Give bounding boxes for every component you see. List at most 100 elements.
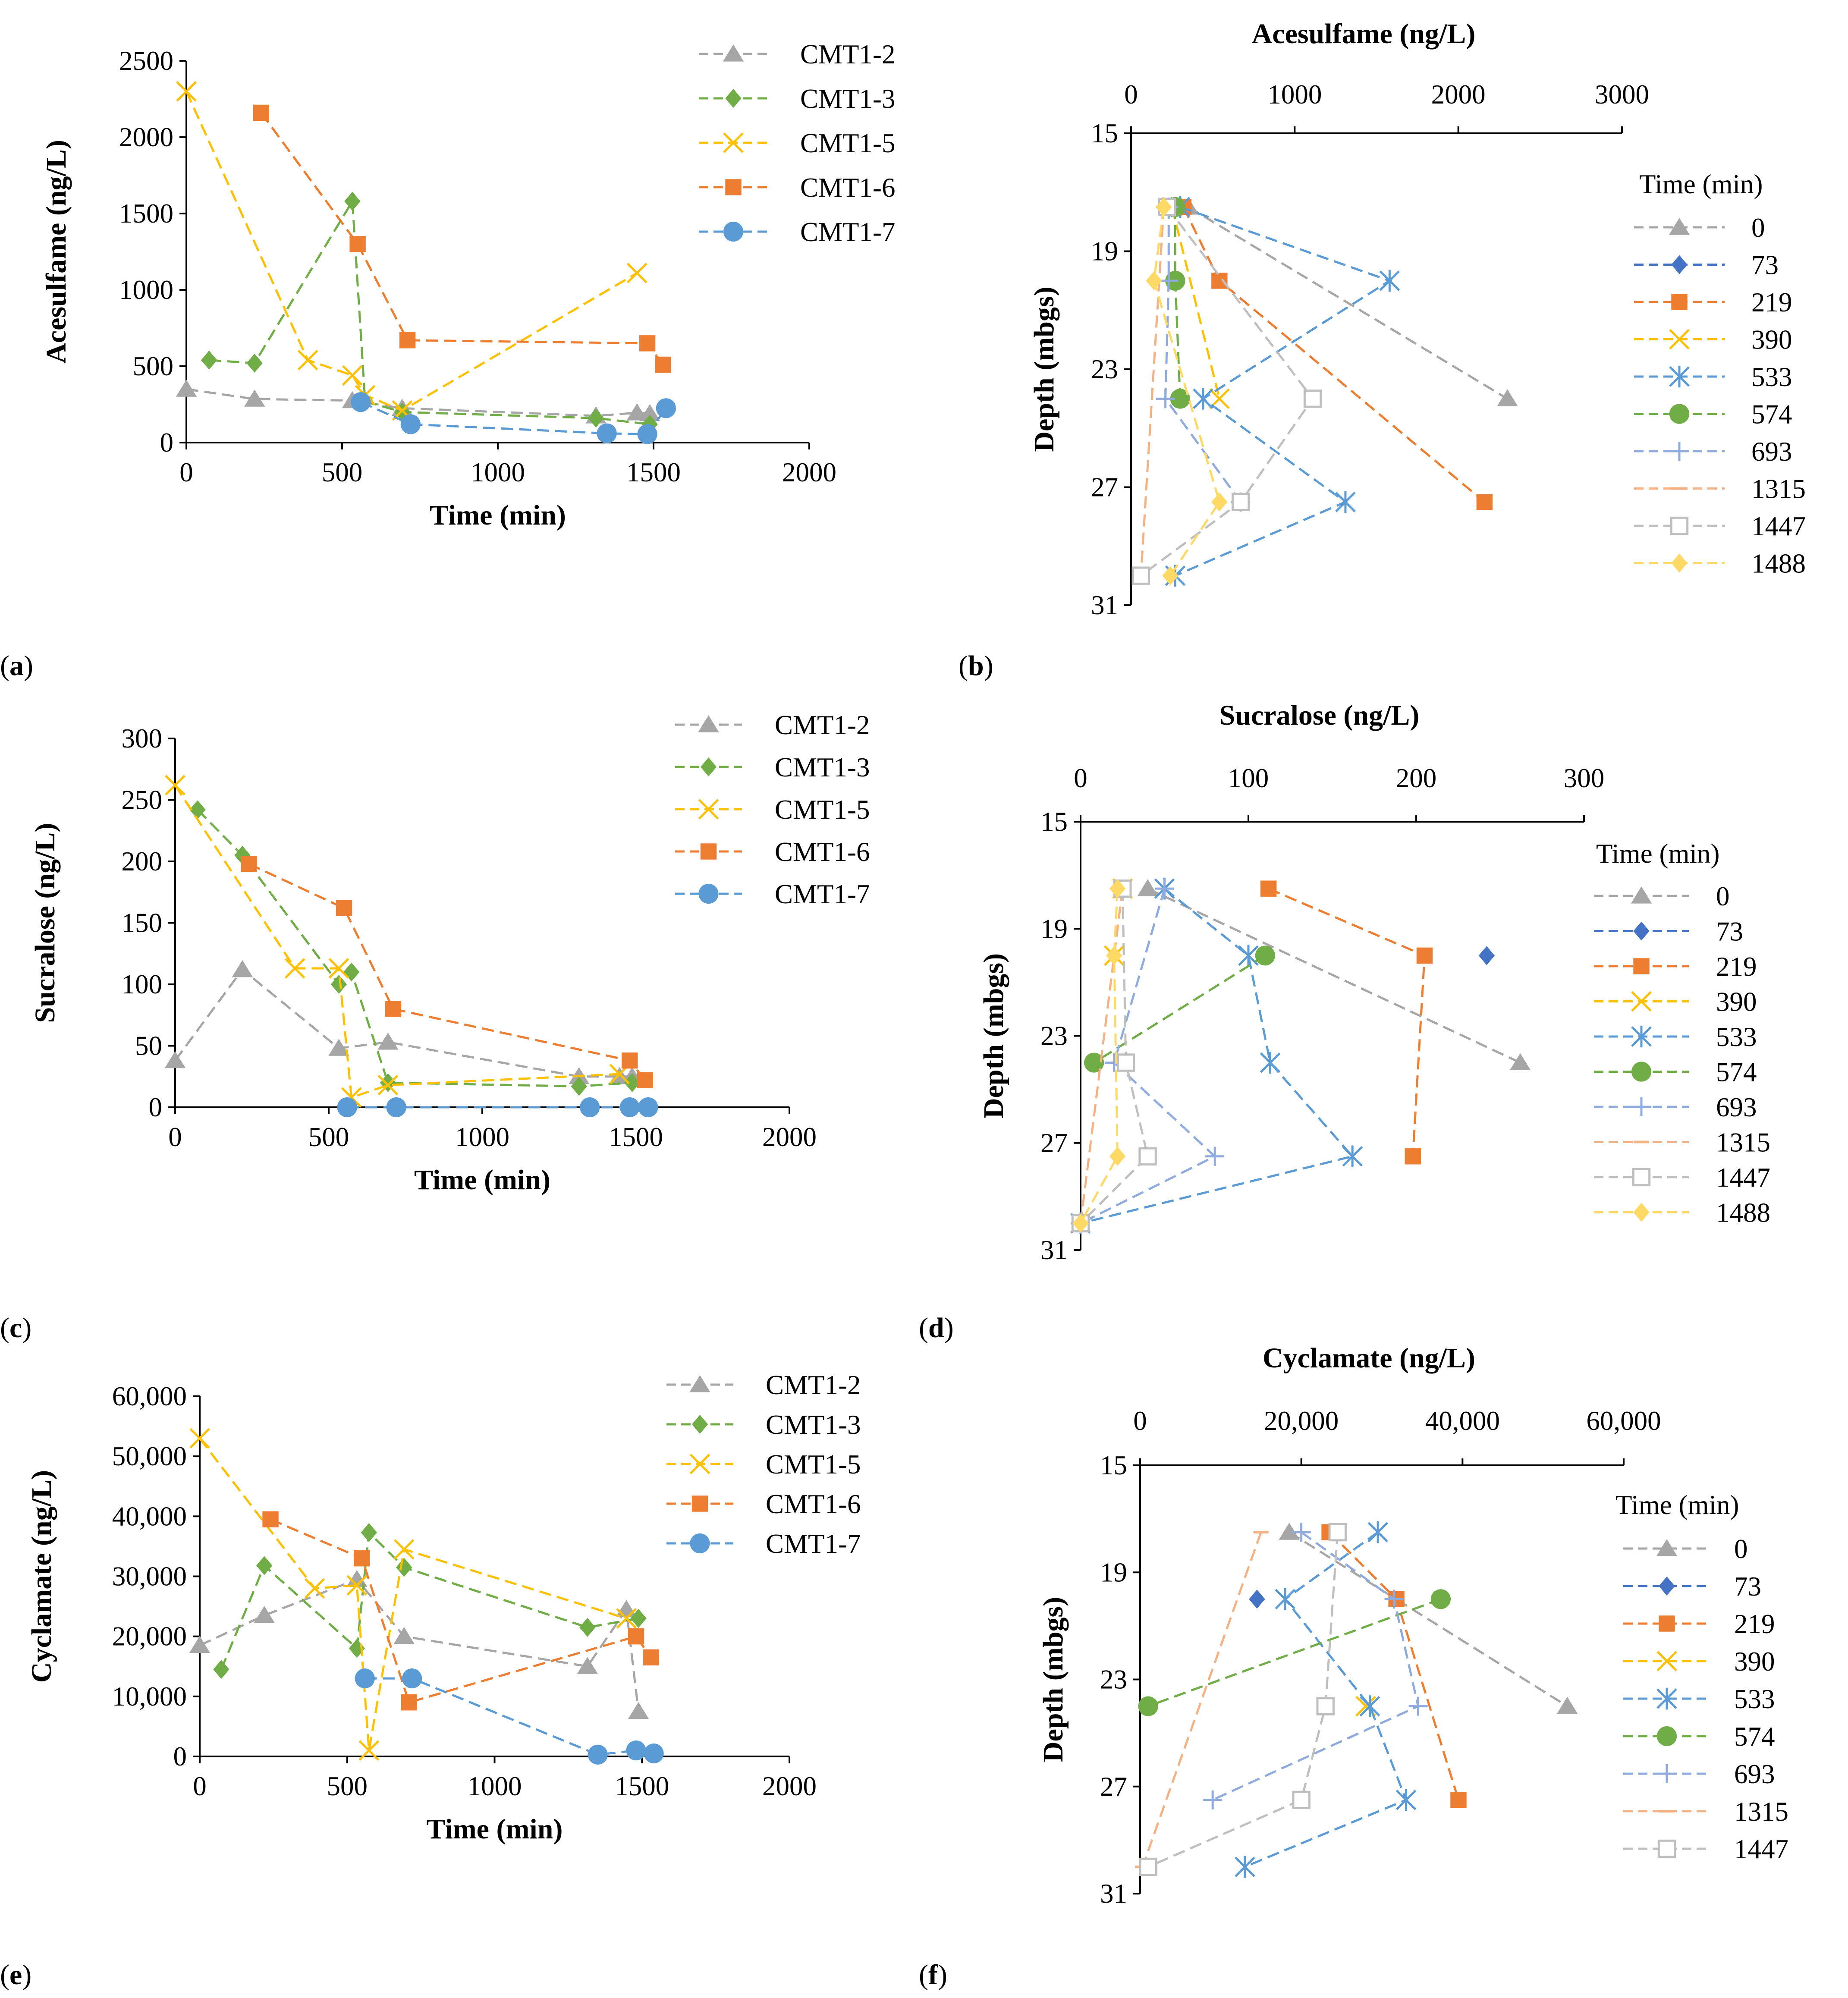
panel-label: (f) <box>919 1959 947 1991</box>
data-point <box>304 1578 325 1599</box>
y-tick-label: 23 <box>1040 1021 1068 1051</box>
data-point <box>1342 1145 1363 1168</box>
data-point <box>1476 493 1493 510</box>
series-574 <box>1084 946 1275 1073</box>
series-line <box>1140 207 1165 576</box>
data-point <box>1450 1792 1467 1808</box>
data-point <box>1162 566 1179 585</box>
x-axis-title: Time (min) <box>427 1813 563 1845</box>
data-point <box>402 1668 422 1689</box>
data-point <box>386 1097 406 1118</box>
data-point <box>246 353 263 373</box>
series-CMT1-7 <box>355 1668 664 1765</box>
data-point <box>628 1702 649 1719</box>
data-point <box>1292 1523 1311 1542</box>
y-tick-label: 31 <box>1040 1235 1068 1265</box>
data-point <box>1509 1053 1531 1071</box>
legend-label: 390 <box>1716 987 1757 1017</box>
data-point <box>638 1097 658 1118</box>
data-point <box>1203 1790 1223 1810</box>
y-axis-title: Depth (mbgs) <box>1028 286 1060 452</box>
y-tick-label: 0 <box>149 1092 163 1122</box>
legend-marker <box>1659 1615 1675 1632</box>
series-line <box>1080 889 1149 1224</box>
data-point <box>1335 491 1356 513</box>
data-point <box>213 1660 229 1679</box>
data-point <box>1292 1791 1311 1809</box>
data-point <box>328 1039 349 1056</box>
series-693 <box>1156 197 1251 512</box>
data-point <box>1405 1148 1421 1165</box>
series-73 <box>1249 1590 1265 1609</box>
x-tick-label: 500 <box>308 1122 349 1152</box>
data-point <box>639 404 660 421</box>
legend-label: CMT1-2 <box>800 39 896 69</box>
data-point <box>393 1627 415 1644</box>
data-point <box>1497 389 1518 406</box>
series-CMT1-7 <box>337 1097 658 1118</box>
data-point <box>393 1539 415 1560</box>
legend-marker <box>689 1454 710 1474</box>
data-point <box>1279 1523 1300 1540</box>
y-tick-label: 15 <box>1091 118 1118 148</box>
series-line <box>1164 207 1242 503</box>
data-point <box>176 81 197 102</box>
legend-label: 574 <box>1716 1057 1757 1087</box>
panel-label: (b) <box>959 650 993 682</box>
legend-label: 0 <box>1734 1534 1748 1564</box>
series-CMT1-7 <box>351 392 676 444</box>
series-line <box>1244 1531 1408 1868</box>
series-line <box>1171 207 1221 399</box>
legend-marker <box>1631 886 1652 904</box>
series-line <box>199 1578 640 1712</box>
data-point <box>1260 1052 1281 1074</box>
series-line <box>260 112 664 365</box>
series-1488 <box>1072 879 1126 1233</box>
x-axis-title: Time (min) <box>414 1164 550 1196</box>
legend-title: Time (min) <box>1615 1490 1739 1520</box>
y-axis-title: Sucralose (ng/L) <box>29 823 61 1023</box>
legend-label: CMT1-7 <box>766 1529 861 1559</box>
series-219 <box>1175 199 1493 510</box>
legend-marker <box>1656 1651 1677 1671</box>
legend-marker <box>725 179 742 195</box>
legend-label: CMT1-3 <box>766 1410 861 1440</box>
data-point <box>232 960 253 977</box>
y-tick-label: 10,000 <box>112 1681 187 1712</box>
series-line <box>1268 887 1426 1156</box>
data-point <box>1138 1147 1157 1166</box>
series-line <box>199 1437 627 1751</box>
data-point <box>346 1570 368 1587</box>
legend-label: 390 <box>1751 325 1792 355</box>
series-CMT1-6 <box>253 104 671 373</box>
series-0 <box>1178 197 1518 406</box>
y-tick-label: 1000 <box>119 275 173 305</box>
legend-label: CMT1-2 <box>775 710 870 740</box>
legend-marker <box>723 221 744 242</box>
series-line <box>1153 207 1221 577</box>
chart-title: Acesulfame (ng/L) <box>1252 18 1476 50</box>
legend-label: 1488 <box>1751 549 1806 579</box>
legend: Time (min) 0 73 219 390 533 574 693 1315 1447 1488 <box>1594 839 1770 1228</box>
legend-label: 693 <box>1734 1759 1775 1789</box>
data-point <box>656 398 676 418</box>
chart-title: Sucralose (ng/L) <box>1219 700 1420 731</box>
legend-label: 693 <box>1751 437 1792 467</box>
data-point <box>377 1032 399 1050</box>
data-point <box>297 350 318 371</box>
legend-label: 1315 <box>1716 1128 1770 1158</box>
legend-marker <box>1632 1097 1651 1116</box>
x-tick-label: 1000 <box>455 1122 509 1152</box>
data-point <box>616 1600 637 1617</box>
data-point <box>1255 946 1275 966</box>
data-point <box>624 1073 641 1092</box>
x-tick-label: 200 <box>1396 763 1437 793</box>
x-tick-label: 500 <box>322 457 363 487</box>
x-tick-label: 1000 <box>1267 79 1322 110</box>
series-CMT1-5 <box>165 775 630 1108</box>
legend-title: Time (min) <box>1596 839 1719 869</box>
legend-label: 73 <box>1716 917 1743 947</box>
legend-label: 73 <box>1751 250 1779 280</box>
x-tick-label: 1000 <box>468 1771 522 1801</box>
data-point <box>358 1740 380 1761</box>
